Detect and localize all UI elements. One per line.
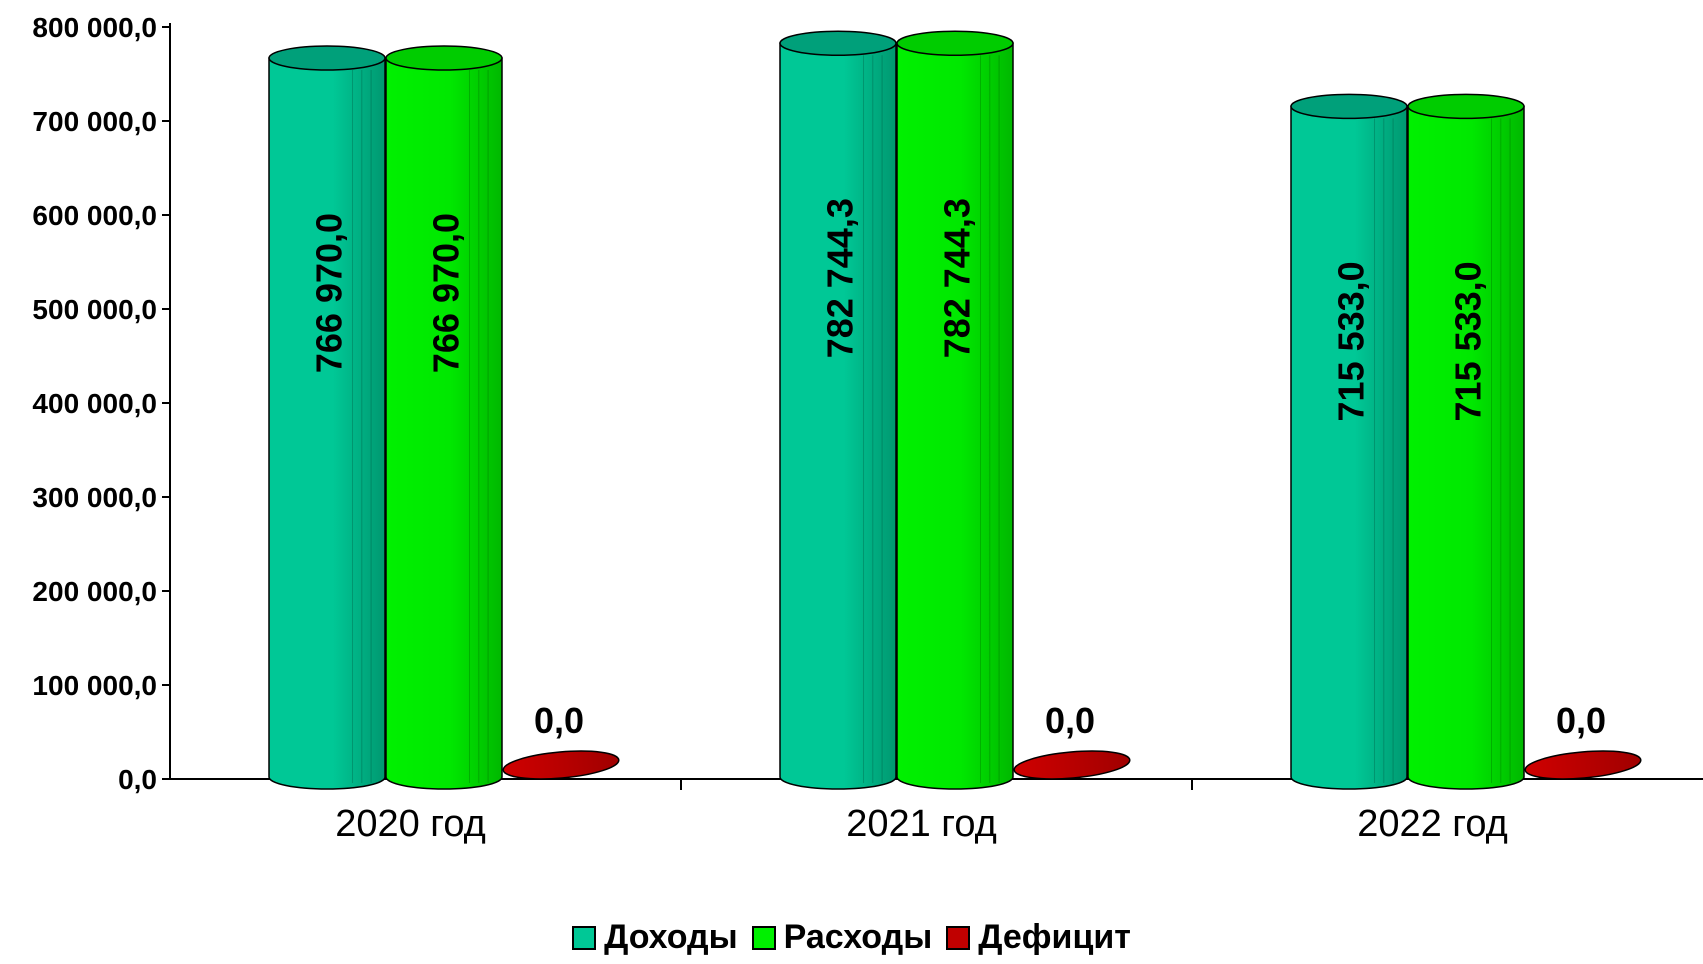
data-label: 715 533,0 xyxy=(1448,261,1489,421)
bar-body xyxy=(385,57,503,790)
y-tick-label: 700 000,0 xyxy=(32,106,157,137)
bar xyxy=(1013,750,1131,780)
x-tick-label: 2021 год xyxy=(846,803,997,845)
bar xyxy=(896,30,1014,790)
bar-flat-disc xyxy=(1013,750,1131,780)
bar-top-cap xyxy=(1407,93,1525,120)
legend: Доходы Расходы Дефицит xyxy=(0,918,1703,957)
data-label: 0,0 xyxy=(1045,700,1095,741)
bar xyxy=(1407,93,1525,790)
data-label: 0,0 xyxy=(1556,700,1606,741)
bar-body xyxy=(1407,105,1525,790)
bar-top-cap xyxy=(896,30,1014,56)
bar-body xyxy=(268,57,386,790)
x-tick-label: 2022 год xyxy=(1357,803,1508,845)
data-labels: 766 970,0 782 744,3 715 533,0 766 970,0 782 … xyxy=(309,198,1607,741)
y-tick-label: 100 000,0 xyxy=(32,670,157,701)
legend-item: Расходы xyxy=(751,918,933,957)
legend-label: Расходы xyxy=(783,918,933,956)
y-tick-label: 300 000,0 xyxy=(32,482,157,513)
bar xyxy=(1290,93,1408,790)
bars xyxy=(268,30,1642,790)
bar xyxy=(502,750,620,780)
y-tick-label: 800 000,0 xyxy=(32,12,157,43)
data-label: 782 744,3 xyxy=(937,198,978,358)
legend-swatch xyxy=(572,925,597,950)
bar-body xyxy=(896,42,1014,790)
legend-label: Доходы xyxy=(604,918,738,956)
bar xyxy=(268,45,386,790)
bar-top-cap xyxy=(268,45,386,71)
y-tick-label: 500 000,0 xyxy=(32,294,157,325)
legend-swatch xyxy=(946,925,971,950)
y-tick-label: 0,0 xyxy=(118,764,157,795)
y-tick-label: 600 000,0 xyxy=(32,200,157,231)
data-label: 766 970,0 xyxy=(309,213,350,373)
axes: 0,0 100 000,0 200 000,0 300 000,0 400 000,0 5… xyxy=(32,12,1703,845)
data-label: 782 744,3 xyxy=(820,198,861,358)
bar-top-cap xyxy=(385,45,503,71)
y-tick-label: 200 000,0 xyxy=(32,576,157,607)
legend-item: Доходы xyxy=(572,918,738,957)
legend-item: Дефицит xyxy=(946,918,1131,957)
bar xyxy=(1524,750,1642,780)
data-label: 715 533,0 xyxy=(1331,261,1372,421)
bar xyxy=(779,30,897,790)
bar-body xyxy=(1290,105,1408,790)
legend-swatch xyxy=(751,925,776,950)
y-tick-label: 400 000,0 xyxy=(32,388,157,419)
bar-top-cap xyxy=(1290,93,1408,120)
data-label: 766 970,0 xyxy=(426,213,467,373)
bar-body xyxy=(779,42,897,790)
bar-flat-disc xyxy=(1524,750,1642,780)
data-label: 0,0 xyxy=(534,700,584,741)
bar-top-cap xyxy=(779,30,897,56)
bar xyxy=(385,45,503,790)
x-tick-label: 2020 год xyxy=(335,803,486,845)
legend-label: Дефицит xyxy=(978,918,1131,956)
bar-flat-disc xyxy=(502,750,620,780)
